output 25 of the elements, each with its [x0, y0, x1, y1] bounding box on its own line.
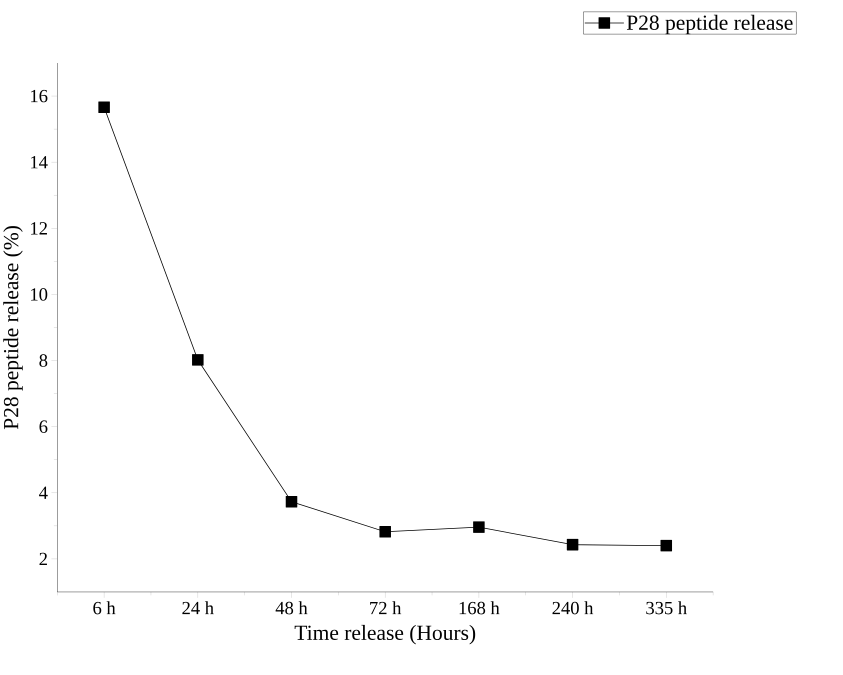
x-tick-label: 240 h	[552, 601, 594, 614]
y-axis-title: P28 peptide release (%)	[3, 226, 23, 430]
x-tick-label: 24 h	[182, 601, 214, 614]
point	[286, 496, 298, 508]
point	[473, 521, 485, 533]
point	[98, 102, 110, 114]
x-tick-label: 6 h	[93, 601, 116, 614]
legend-label: P28 peptide release	[626, 14, 793, 34]
y-tick-label: 4	[39, 486, 48, 499]
y-tick-label: 2	[40, 552, 47, 566]
x-axis-title: Time release (Hours)	[294, 624, 476, 644]
x-tick-label: 168 h	[460, 601, 500, 614]
y-tick-label: 10	[31, 288, 48, 301]
point	[566, 538, 578, 550]
x-tick-label: 335 h	[646, 601, 687, 614]
point	[660, 540, 672, 552]
point	[192, 354, 204, 366]
x-tick-label: 72 h	[370, 601, 402, 614]
y-tick-label: 12	[31, 222, 47, 234]
x-tick-label: 48 h	[276, 601, 308, 614]
y-tick-label: 16	[31, 90, 48, 102]
point	[379, 526, 391, 538]
y-tick-label: 6	[39, 420, 48, 433]
y-tick-label: 14	[31, 156, 48, 168]
y-tick-label: 8	[39, 354, 48, 367]
